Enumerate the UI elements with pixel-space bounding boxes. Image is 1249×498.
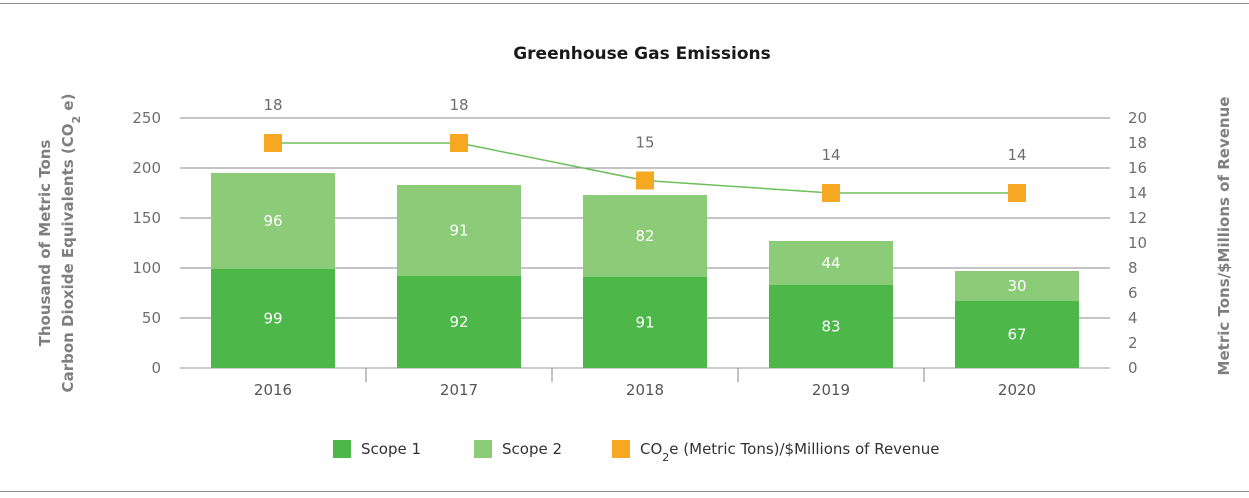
intensity-marker [450, 134, 468, 152]
left-axis-title-sub: 2 [70, 116, 83, 124]
right-y-axis: 0 2 4 6 8 10 12 14 16 18 20 [1128, 109, 1147, 377]
bar-scope-2 [955, 271, 1079, 301]
legend-label: Scope 1 [361, 440, 421, 458]
legend-swatch [333, 440, 351, 458]
left-axis-title-line1: Thousand of Metric Tons [36, 140, 54, 347]
bars-group: 99 96 92 91 91 82 83 44 67 30 [211, 173, 1079, 368]
bar-label-scope-1: 67 [1007, 326, 1026, 344]
left-tick-label: 50 [142, 309, 161, 327]
intensity-marker [636, 171, 654, 190]
right-tick-label: 6 [1128, 284, 1138, 302]
x-tick-label: 2020 [998, 381, 1036, 399]
right-tick-label: 16 [1128, 159, 1147, 177]
left-tick-label: 200 [132, 159, 161, 177]
left-tick-label: 250 [132, 109, 161, 127]
bar-label-scope-2: 91 [449, 222, 468, 240]
legend-label: Scope 2 [502, 440, 562, 458]
legend-swatch [612, 440, 630, 458]
bar-scope-2 [211, 173, 335, 269]
legend-label-part: e (Metric Tons)/$Millions of Revenue [669, 440, 939, 458]
legend-swatch [474, 440, 492, 458]
left-tick-label: 100 [132, 259, 161, 277]
left-axis-title-post: e) [59, 94, 77, 116]
right-tick-label: 10 [1128, 234, 1147, 252]
bar-scope-2 [583, 195, 707, 277]
right-tick-label: 4 [1128, 309, 1138, 327]
bottom-rule [0, 491, 1249, 492]
bar-label-scope-1: 91 [635, 314, 654, 332]
right-tick-label: 12 [1128, 209, 1147, 227]
top-rule [0, 3, 1249, 4]
intensity-value-label: 14 [1007, 146, 1026, 164]
right-tick-label: 2 [1128, 334, 1138, 352]
bar-label-scope-1: 83 [821, 318, 840, 336]
bar-label-scope-1: 99 [263, 310, 282, 328]
bar-label-scope-2: 82 [635, 227, 654, 245]
bar-scope-2 [769, 241, 893, 285]
intensity-value-label: 18 [263, 96, 282, 114]
intensity-value-label: 14 [821, 146, 840, 164]
left-tick-label: 0 [151, 359, 161, 377]
bar-scope-1 [955, 301, 1079, 368]
bar-scope-1 [211, 269, 335, 368]
right-tick-label: 14 [1128, 184, 1147, 202]
x-tick-label: 2016 [254, 381, 292, 399]
x-tick-label: 2019 [812, 381, 850, 399]
legend: Scope 1 Scope 2 CO2e (Metric Tons)/$Millio… [333, 440, 940, 464]
chart-title: Greenhouse Gas Emissions [513, 44, 771, 64]
intensity-marker [822, 184, 840, 202]
left-tick-label: 150 [132, 209, 161, 227]
intensity-value-label: 15 [635, 134, 654, 152]
intensity-line-group: 18 18 15 14 14 [263, 96, 1027, 202]
legend-label-part: CO [640, 440, 662, 458]
right-tick-label: 0 [1128, 359, 1138, 377]
x-tick-label: 2018 [626, 381, 664, 399]
right-tick-label: 8 [1128, 259, 1138, 277]
left-axis-title-pre: Carbon Dioxide Equivalents (CO [59, 123, 77, 392]
right-tick-label: 20 [1128, 109, 1147, 127]
x-tick-label: 2017 [440, 381, 478, 399]
intensity-marker [264, 134, 282, 152]
bar-label-scope-2: 30 [1007, 277, 1026, 295]
bar-label-scope-2: 44 [821, 254, 840, 272]
bar-scope-1 [397, 276, 521, 368]
legend-label-subscript: 2 [662, 451, 669, 464]
bar-label-scope-1: 92 [449, 313, 468, 331]
intensity-marker [1008, 184, 1026, 202]
left-axis-title-line2: Carbon Dioxide Equivalents (CO2 e) [59, 94, 83, 393]
bar-scope-2 [397, 185, 521, 276]
x-axis: 2016 2017 2018 2019 2020 [254, 368, 1036, 399]
bar-label-scope-2: 96 [263, 212, 282, 230]
right-axis-title: Metric Tons/$Millions of Revenue [1215, 97, 1233, 376]
right-tick-label: 18 [1128, 134, 1147, 152]
bar-scope-1 [769, 285, 893, 368]
legend-label: CO2e (Metric Tons)/$Millions of Revenue [640, 440, 940, 464]
left-y-axis: 0 50 100 150 200 250 [132, 109, 161, 377]
intensity-value-label: 18 [449, 96, 468, 114]
bar-scope-1 [583, 277, 707, 368]
